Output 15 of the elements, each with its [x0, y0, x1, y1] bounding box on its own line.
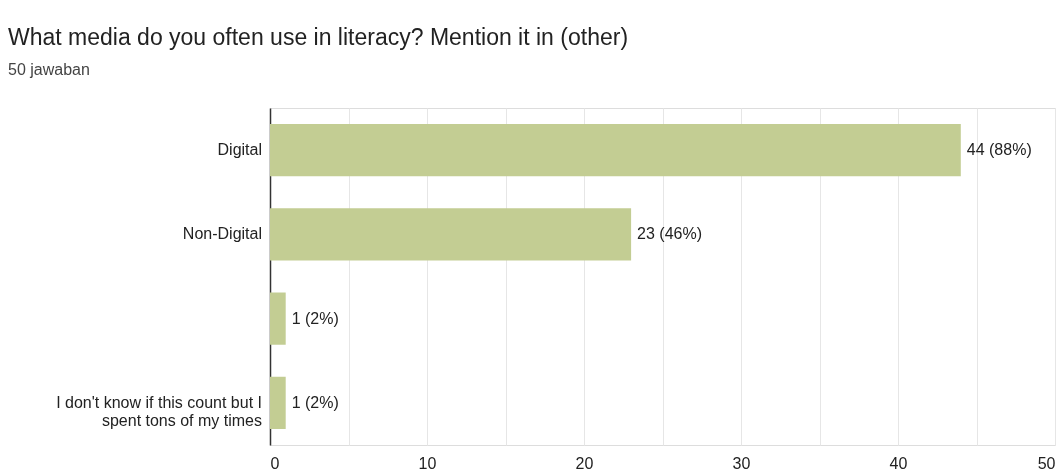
x-tick-label: 0 [270, 454, 280, 472]
y-tick-label: Digital [217, 141, 262, 159]
x-tick-label: 50 [1037, 454, 1056, 472]
x-tick-label: 10 [418, 454, 437, 472]
data-label: 1 (2%) [291, 393, 339, 411]
x-tick-label: 40 [889, 454, 908, 472]
x-tick-label: 20 [575, 454, 594, 472]
data-label: 1 (2%) [291, 309, 339, 327]
chart-title: What media do you often use in literacy? Mention it in (other) [8, 24, 629, 50]
x-tick-label: 30 [732, 454, 751, 472]
y-tick-label: Non-Digital [182, 225, 262, 243]
y-tick-label: I don't know if this count but I spent tons of my times [56, 393, 262, 429]
data-label: 23 (46%) [637, 225, 703, 243]
text: 50 jawaban [8, 61, 90, 78]
data-label: 44 (88%) [966, 141, 1032, 159]
